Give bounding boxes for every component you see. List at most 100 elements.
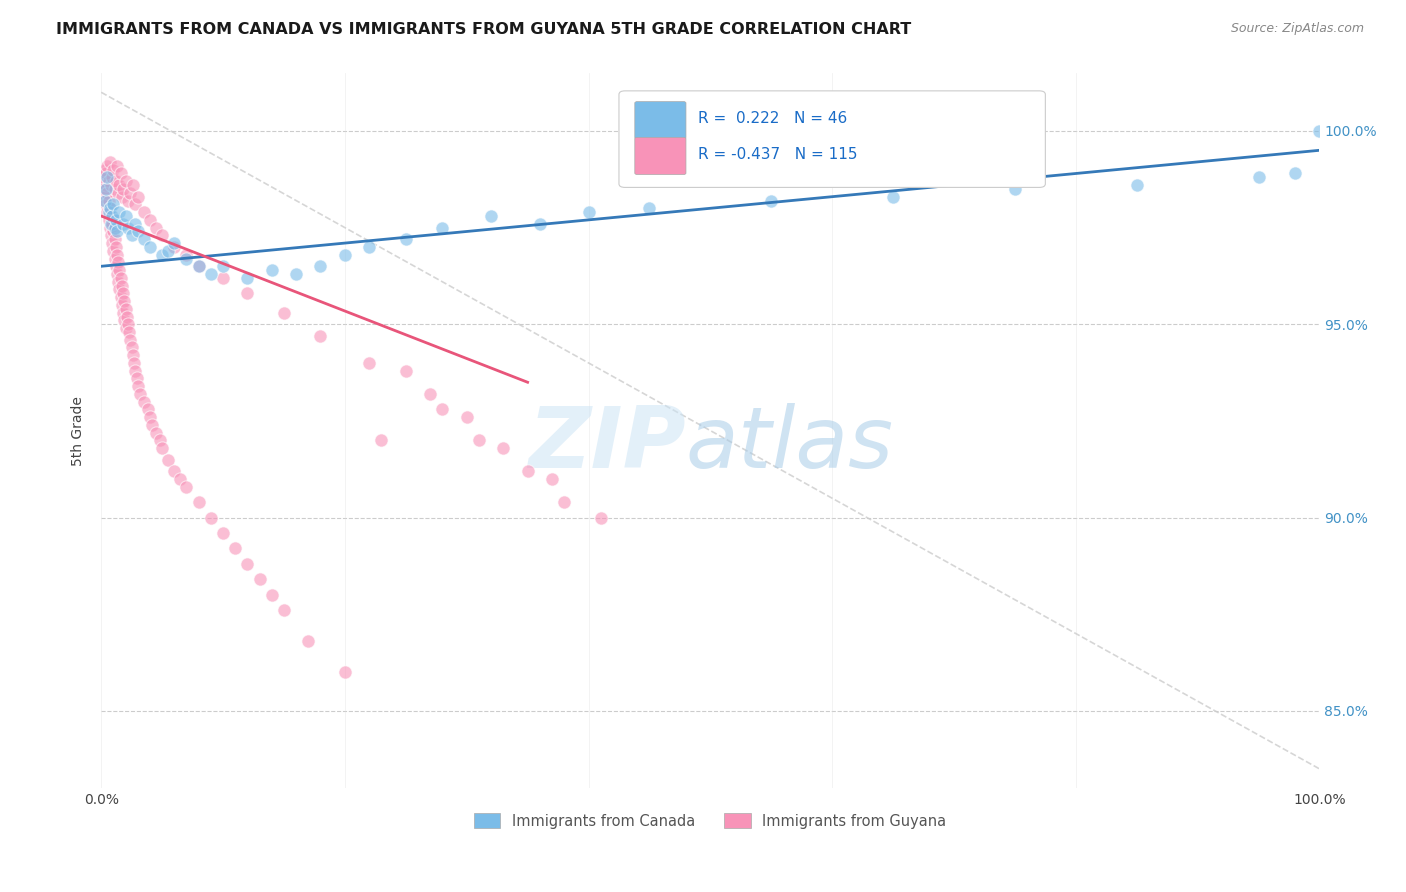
- Point: [105, 248, 128, 262]
- Point: [578, 205, 600, 219]
- Point: [124, 364, 146, 378]
- Point: [104, 213, 127, 227]
- Point: [1004, 182, 1026, 196]
- Point: [97, 174, 120, 188]
- Point: [101, 236, 124, 251]
- Point: [169, 472, 191, 486]
- Point: [94, 197, 117, 211]
- Point: [260, 588, 283, 602]
- Point: [101, 217, 124, 231]
- Text: ZIP: ZIP: [529, 403, 686, 486]
- Point: [104, 174, 127, 188]
- Point: [1125, 178, 1147, 193]
- Point: [103, 244, 125, 258]
- Point: [309, 260, 332, 274]
- Point: [176, 248, 198, 262]
- Text: Source: ZipAtlas.com: Source: ZipAtlas.com: [1230, 22, 1364, 36]
- Point: [96, 186, 118, 200]
- Point: [112, 217, 135, 231]
- Text: IMMIGRANTS FROM CANADA VS IMMIGRANTS FROM GUYANA 5TH GRADE CORRELATION CHART: IMMIGRANTS FROM CANADA VS IMMIGRANTS FRO…: [56, 22, 911, 37]
- Point: [333, 248, 356, 262]
- Point: [149, 434, 172, 448]
- Point: [94, 182, 117, 196]
- Point: [124, 197, 146, 211]
- Point: [118, 325, 141, 339]
- Point: [117, 194, 139, 208]
- Point: [120, 186, 142, 200]
- Point: [121, 341, 143, 355]
- Point: [638, 202, 661, 216]
- Point: [96, 170, 118, 185]
- Point: [150, 441, 173, 455]
- Point: [105, 267, 128, 281]
- Point: [127, 225, 149, 239]
- Point: [94, 162, 117, 177]
- Point: [104, 240, 127, 254]
- Point: [100, 217, 122, 231]
- Point: [200, 510, 222, 524]
- Point: [100, 228, 122, 243]
- Point: [94, 167, 117, 181]
- Point: [111, 190, 134, 204]
- Point: [212, 271, 235, 285]
- Point: [97, 194, 120, 208]
- Point: [104, 220, 127, 235]
- Point: [104, 260, 127, 274]
- Point: [122, 348, 145, 362]
- Point: [125, 371, 148, 385]
- Point: [129, 387, 152, 401]
- Point: [163, 464, 186, 478]
- Point: [110, 290, 132, 304]
- Point: [212, 526, 235, 541]
- Point: [94, 190, 117, 204]
- Point: [157, 452, 180, 467]
- Point: [120, 333, 142, 347]
- Point: [200, 267, 222, 281]
- Point: [136, 402, 159, 417]
- Point: [103, 197, 125, 211]
- Point: [93, 170, 115, 185]
- Text: R = -0.437   N = 115: R = -0.437 N = 115: [699, 147, 858, 162]
- Point: [101, 209, 124, 223]
- Point: [1308, 124, 1330, 138]
- Point: [117, 220, 139, 235]
- Point: [132, 205, 155, 219]
- Point: [97, 205, 120, 219]
- Point: [359, 240, 381, 254]
- Point: [187, 260, 209, 274]
- Point: [139, 213, 162, 227]
- Point: [419, 387, 441, 401]
- Point: [117, 318, 139, 332]
- Point: [236, 286, 259, 301]
- Point: [882, 190, 904, 204]
- Point: [1284, 167, 1306, 181]
- Point: [285, 267, 308, 281]
- Point: [97, 213, 120, 227]
- Point: [93, 182, 115, 196]
- Point: [236, 557, 259, 571]
- Point: [94, 174, 117, 188]
- Point: [100, 178, 122, 193]
- Point: [150, 228, 173, 243]
- Point: [139, 410, 162, 425]
- Point: [761, 194, 783, 208]
- Point: [187, 495, 209, 509]
- Point: [111, 278, 134, 293]
- Point: [114, 174, 136, 188]
- Point: [122, 178, 145, 193]
- FancyBboxPatch shape: [634, 102, 686, 139]
- Y-axis label: 5th Grade: 5th Grade: [72, 396, 86, 466]
- Point: [98, 220, 121, 235]
- Point: [370, 434, 392, 448]
- Point: [98, 202, 121, 216]
- Point: [359, 356, 381, 370]
- Point: [111, 298, 134, 312]
- Point: [432, 220, 454, 235]
- Point: [107, 186, 129, 200]
- Point: [101, 170, 124, 185]
- Point: [121, 228, 143, 243]
- Point: [107, 275, 129, 289]
- Point: [297, 634, 319, 648]
- Point: [112, 294, 135, 309]
- Point: [395, 364, 418, 378]
